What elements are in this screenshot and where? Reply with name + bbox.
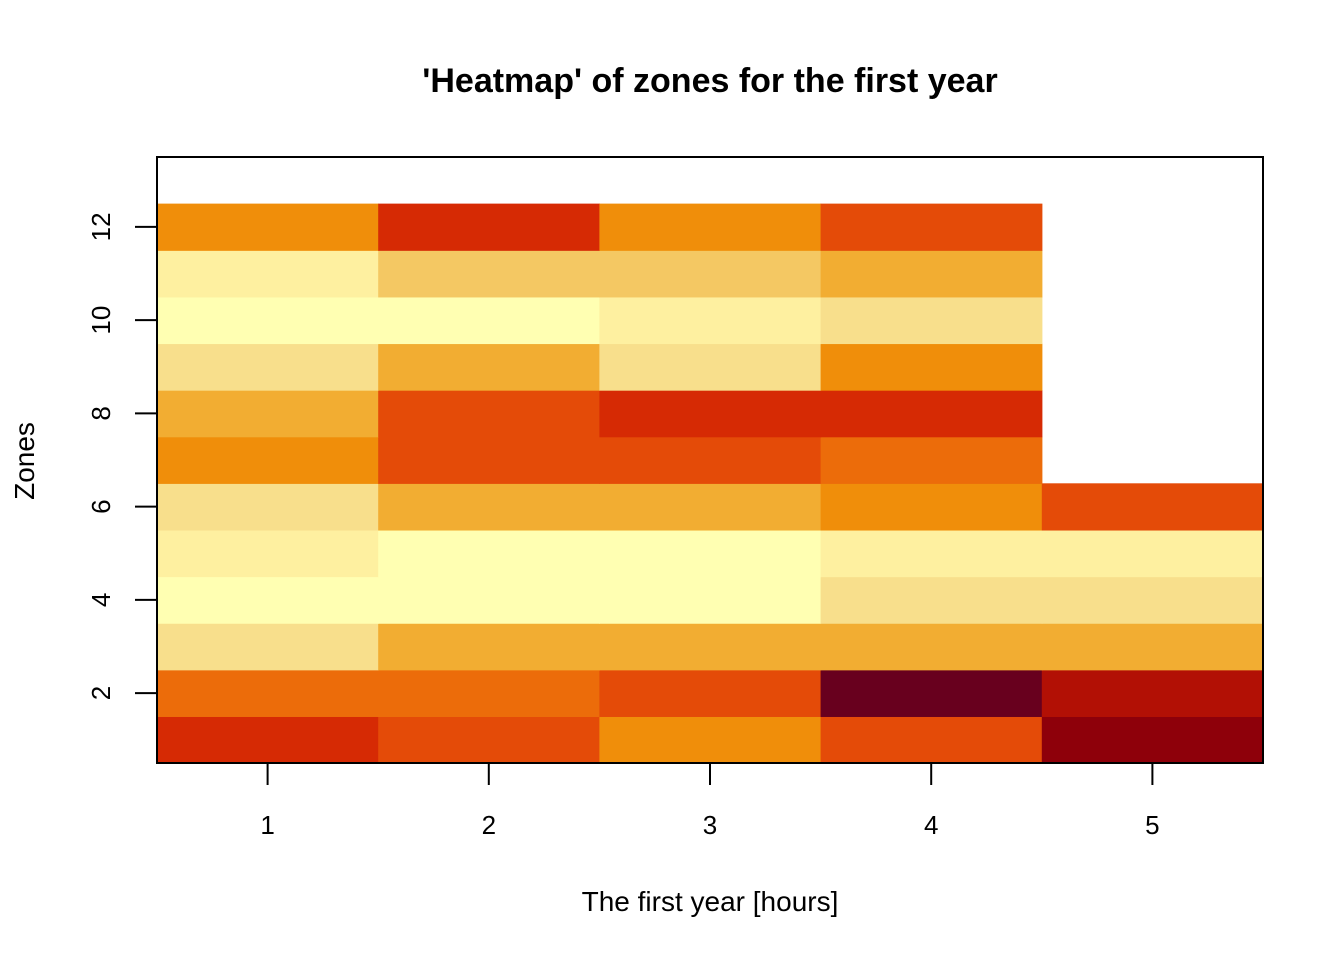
heatmap-cell (378, 669, 600, 717)
heatmap-cell (599, 250, 822, 298)
y-axis: 2 4 6 8 10 12 (86, 212, 157, 700)
heatmap-cell (820, 623, 1043, 671)
heatmap-cell (599, 296, 822, 345)
heatmap-cell (378, 483, 600, 531)
x-tick-label: 1 (260, 810, 274, 840)
heatmap-cells (157, 203, 1264, 764)
heatmap-cell (378, 390, 600, 438)
heatmap-cell (599, 343, 822, 391)
heatmap-cell (599, 669, 822, 717)
heatmap-cell (599, 390, 822, 438)
heatmap-cell (820, 669, 1043, 717)
y-tick-label: 4 (86, 593, 116, 607)
chart-title: 'Heatmap' of zones for the first year (422, 62, 997, 100)
heatmap-cell (157, 576, 379, 624)
heatmap-cell (157, 669, 379, 717)
heatmap-cell (1041, 623, 1264, 671)
heatmap-cell (599, 203, 822, 251)
heatmap-cell (378, 529, 600, 578)
heatmap-cell (157, 250, 379, 298)
y-tick-label: 8 (86, 406, 116, 420)
heatmap-cell (157, 529, 379, 578)
heatmap-cell (820, 296, 1043, 345)
heatmap-cell (599, 436, 822, 484)
heatmap-cell (157, 436, 379, 484)
x-tick-label: 3 (703, 810, 717, 840)
heatmap-cell (378, 250, 600, 298)
heatmap-cell (157, 623, 379, 671)
heatmap-cell (157, 483, 379, 531)
heatmap-cell (1041, 669, 1264, 717)
heatmap-cell (599, 576, 822, 624)
heatmap-cell (378, 296, 600, 345)
x-axis-label: The first year [hours] (582, 886, 839, 917)
heatmap-cell (820, 436, 1043, 484)
x-tick-label: 2 (482, 810, 496, 840)
heatmap-cell (378, 436, 600, 484)
heatmap-cell (378, 343, 600, 391)
heatmap-cell (1041, 716, 1264, 764)
heatmap-cell (157, 296, 379, 345)
y-tick-label: 12 (86, 212, 116, 241)
heatmap-cell (599, 483, 822, 531)
heatmap-cell (820, 390, 1043, 438)
heatmap-cell (820, 343, 1043, 391)
heatmap-cell (599, 623, 822, 671)
heatmap-cell (820, 483, 1043, 531)
heatmap-cell (378, 576, 600, 624)
heatmap-cell (1041, 576, 1264, 624)
y-tick-label: 2 (86, 686, 116, 700)
x-axis: 1 2 3 4 5 (260, 763, 1160, 840)
heatmap-cell (157, 390, 379, 438)
heatmap-cell (378, 203, 600, 251)
heatmap-cell (820, 250, 1043, 298)
heatmap-cell (157, 716, 379, 764)
heatmap-cell (599, 716, 822, 764)
heatmap-cell (820, 203, 1043, 251)
heatmap-cell (820, 716, 1043, 764)
heatmap-cell (378, 716, 600, 764)
x-tick-label: 5 (1145, 810, 1159, 840)
heatmap-cell (1041, 483, 1264, 531)
heatmap-cell (157, 343, 379, 391)
x-tick-label: 4 (924, 810, 938, 840)
heatmap-cell (157, 203, 379, 251)
heatmap-cell (1041, 529, 1264, 578)
heatmap-cell (599, 529, 822, 578)
y-tick-label: 6 (86, 499, 116, 513)
heatmap-cell (820, 529, 1043, 578)
y-axis-label: Zones (9, 422, 40, 500)
y-tick-label: 10 (86, 306, 116, 335)
heatmap-cell (820, 576, 1043, 624)
heatmap-cell (378, 623, 600, 671)
